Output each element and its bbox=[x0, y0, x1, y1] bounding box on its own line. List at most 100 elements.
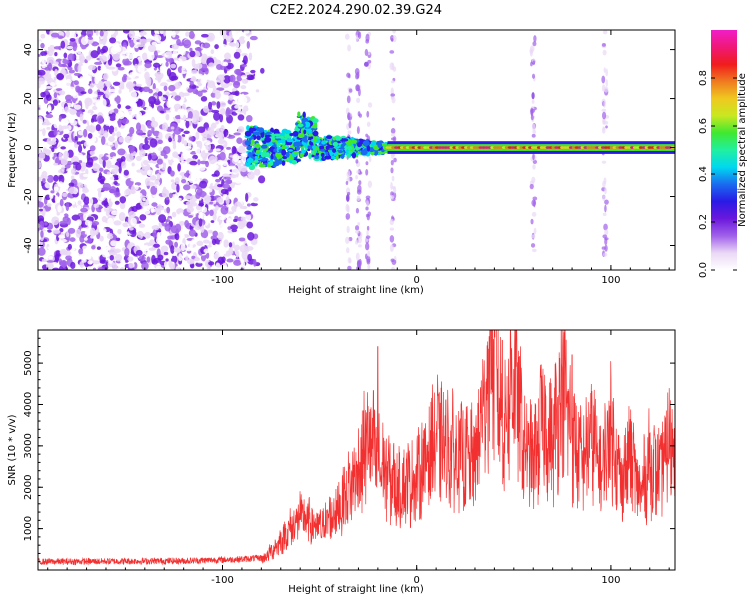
heatmap-cell bbox=[92, 162, 98, 167]
heatmap-cell bbox=[38, 104, 41, 108]
heatmap-cell bbox=[94, 61, 103, 65]
heatmap-cell bbox=[183, 184, 191, 191]
heatmap-cell bbox=[356, 142, 362, 148]
heatmap-cell bbox=[231, 30, 236, 37]
heatmap-cell bbox=[254, 152, 262, 156]
heatmap-cell bbox=[58, 90, 66, 96]
heatmap-cell bbox=[109, 111, 113, 114]
heatmap-cell bbox=[187, 215, 194, 218]
heatmap-cell bbox=[168, 260, 172, 267]
heatmap-cell bbox=[212, 213, 217, 221]
heatmap-cell bbox=[365, 33, 370, 42]
heatmap-cell bbox=[235, 36, 239, 40]
heatmap-cell bbox=[53, 92, 58, 99]
heatmap-cell bbox=[119, 52, 123, 63]
heatmap-cell bbox=[54, 253, 60, 262]
heatmap-cell bbox=[228, 124, 236, 132]
heatmap-cell bbox=[360, 149, 368, 156]
heatmap-cell bbox=[190, 184, 197, 190]
heatmap-cell bbox=[135, 249, 143, 256]
heatmap-cell bbox=[170, 126, 175, 130]
heatmap-cell bbox=[144, 71, 150, 81]
heatmap-cell bbox=[258, 127, 265, 133]
heatmap-cell bbox=[93, 203, 99, 209]
heatmap-cell bbox=[367, 51, 371, 56]
heatmap-cell bbox=[189, 195, 198, 203]
heatmap-cell bbox=[109, 164, 119, 169]
heatmap-cell bbox=[60, 146, 66, 150]
heatmap-cell bbox=[99, 55, 108, 63]
heatmap-cell bbox=[147, 129, 152, 137]
heatmap-cell bbox=[356, 195, 361, 201]
heatmap-cell bbox=[237, 164, 242, 173]
heatmap-cell bbox=[356, 97, 361, 104]
heatmap-cell bbox=[76, 205, 82, 209]
heatmap-cell bbox=[69, 39, 77, 48]
heatmap-cell bbox=[603, 100, 606, 108]
heatmap-cell bbox=[531, 199, 537, 207]
heatmap-cell bbox=[601, 127, 606, 134]
heatmap-cell bbox=[107, 73, 114, 80]
heatmap-cell bbox=[69, 237, 76, 242]
heatmap-cell bbox=[229, 174, 237, 179]
heatmap-cell bbox=[346, 191, 351, 196]
heatmap-cell bbox=[212, 230, 218, 237]
heatmap-cell bbox=[83, 250, 91, 260]
heatmap-cell bbox=[365, 168, 369, 176]
heatmap-cell bbox=[97, 115, 104, 124]
heatmap-cell bbox=[240, 165, 248, 173]
heatmap-cell bbox=[226, 211, 235, 215]
heatmap-cell bbox=[209, 209, 214, 217]
heatmap-cell bbox=[169, 107, 175, 112]
heatmap-cell bbox=[210, 266, 217, 270]
heatmap-cell bbox=[356, 85, 360, 90]
heatmap-cell bbox=[54, 195, 59, 204]
heatmap-cell bbox=[168, 137, 173, 143]
heatmap-cell bbox=[172, 151, 179, 158]
heatmap-cell bbox=[240, 258, 244, 264]
heatmap-cell bbox=[89, 169, 93, 175]
heatmap-cell bbox=[130, 217, 137, 227]
heatmap-cell bbox=[171, 30, 176, 38]
heatmap-cell bbox=[235, 234, 239, 243]
heatmap-cell bbox=[219, 30, 227, 37]
heatmap-cell bbox=[169, 170, 175, 177]
heatmap-cell bbox=[97, 65, 102, 71]
heatmap-cell bbox=[153, 62, 161, 68]
heatmap-cell bbox=[81, 258, 87, 263]
heatmap-cell bbox=[46, 56, 55, 66]
heatmap-cell bbox=[63, 151, 69, 160]
figure-title: C2E2.2024.290.02.39.G24 bbox=[270, 3, 442, 18]
heatmap-cell bbox=[90, 50, 99, 59]
heatmap-cell bbox=[60, 118, 69, 126]
heatmap-cell bbox=[137, 65, 145, 73]
heatmap-cell bbox=[345, 213, 351, 220]
heatmap-cell bbox=[531, 133, 536, 138]
heatmap-cell bbox=[295, 146, 301, 151]
heatmap-cell bbox=[75, 228, 82, 238]
heatmap-cell bbox=[54, 51, 58, 57]
heatmap-cell bbox=[181, 70, 187, 74]
heatmap-cell bbox=[53, 61, 59, 65]
heatmap-cell bbox=[134, 184, 139, 190]
heatmap-cell bbox=[38, 109, 43, 116]
heatmap-cell bbox=[146, 256, 151, 263]
heatmap-cell bbox=[105, 210, 110, 217]
heatmap-cell bbox=[258, 164, 266, 168]
heatmap-cell bbox=[53, 186, 59, 192]
heatmap-cell bbox=[72, 253, 80, 259]
heatmap-cell bbox=[391, 259, 397, 265]
heatmap-cell bbox=[311, 118, 319, 124]
heatmap-cell bbox=[346, 225, 350, 234]
y-tick-label: 1000 bbox=[23, 516, 34, 541]
heatmap-cell bbox=[197, 159, 201, 166]
heatmap-cell bbox=[189, 160, 198, 166]
heatmap-cell bbox=[71, 214, 81, 221]
heatmap-cell bbox=[113, 181, 118, 185]
heatmap-cell bbox=[87, 64, 96, 71]
heatmap-cell bbox=[347, 130, 352, 135]
heatmap-cell bbox=[183, 172, 191, 177]
heatmap-cell bbox=[364, 242, 370, 251]
heatmap-cell bbox=[79, 261, 85, 268]
heatmap-cell bbox=[140, 115, 149, 119]
